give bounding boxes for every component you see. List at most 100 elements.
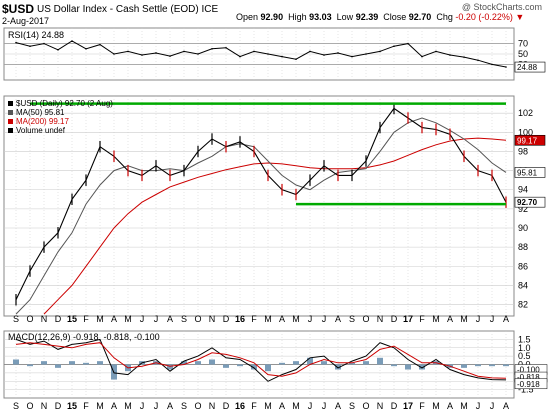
rsi-point-15 [225,46,227,49]
quote-date: 2-Aug-2017 [2,16,50,26]
rsi-last-value-box [514,61,546,73]
x-tick-label-0-16: 16 [235,314,245,324]
x-tick-label-0-17: F [251,314,257,324]
pane-1-y-tick-label-3: 88 [518,242,528,252]
chg-label: Chg [436,12,453,22]
pane-2-y-tick-label-2: 0.5 [518,351,531,361]
rsi-point-19 [281,55,283,58]
legend-swatch-3 [8,128,13,133]
x-tick-label-1-2: N [41,401,48,411]
x-tick-label-1-22: J [322,401,327,411]
x-tick-label-1-32: M [460,401,468,411]
macd-histogram-bar-19 [279,362,285,365]
macd-histogram-bar-20 [293,361,299,365]
x-tick-label-1-5: F [83,401,89,411]
x-tick-label-0-15: D [223,314,230,324]
rsi-point-14 [211,48,213,50]
rsi-point-2 [43,42,45,45]
rsi-point-30 [435,50,437,53]
legend-entry-0: $USD (Daily) 92.70 (2 Aug) [16,99,113,108]
quote-bar: Open 92.90 High 93.03 Low 92.39 Close 92… [236,12,524,22]
rsi-point-22 [323,54,325,56]
rsi-point-18 [267,53,269,55]
macd-histogram-bar-35 [503,364,509,367]
pane-1-y-tick-label-8: 98 [518,146,528,156]
rsi-point-24 [351,55,353,58]
x-tick-label-1-12: S [181,401,187,411]
close-value: 92.70 [408,12,432,22]
x-tick-label-0-23: A [335,314,341,324]
legend-swatch-2 [8,119,13,124]
macd-histogram-bar-16 [237,364,243,367]
macd-histogram-bar-13 [195,361,201,365]
x-tick-label-0-22: J [322,314,327,324]
rsi-point-29 [421,55,423,58]
rsi-point-20 [295,58,297,60]
macd-histogram-bar-18 [265,364,271,372]
macd-histogram-bar-2 [41,361,47,365]
x-tick-label-1-18: M [264,401,272,411]
x-tick-label-0-26: N [377,314,384,324]
rsi-point-35 [505,66,507,68]
x-tick-label-1-8: M [124,401,132,411]
x-tick-label-0-12: S [181,314,187,324]
legend-swatch-0 [8,101,13,106]
x-tick-label-1-23: A [335,401,341,411]
x-tick-label-0-2: N [41,314,48,324]
price-last-value-label-ma200: 99.17 [517,136,538,145]
x-tick-label-1-25: O [362,401,369,411]
pane-1-y-tick-label-5: 92 [518,204,528,214]
x-tick-label-0-31: A [447,314,453,324]
x-tick-label-1-20: M [292,401,300,411]
x-tick-label-0-21: J [308,314,313,324]
x-tick-label-1-14: N [209,401,216,411]
macd-last-value-label-signal: -0.818 [517,373,540,382]
ma50-line [15,117,507,315]
macd-histogram-bar-4 [69,361,75,365]
x-tick-label-1-19: A [279,401,285,411]
x-tick-label-0-4: 15 [67,314,77,324]
rsi-point-17 [253,50,255,53]
rsi-point-28 [407,42,409,45]
rsi-point-11 [169,55,171,57]
x-tick-label-0-34: J [490,314,495,324]
macd-histogram-bar-29 [419,364,425,370]
rsi-point-21 [309,50,311,53]
pane-2-y-tick-label-6: -1.5 [518,385,534,395]
x-tick-label-0-13: O [194,314,201,324]
macd-histogram-bar-17 [251,364,257,370]
macd-histogram-bar-3 [55,364,61,368]
x-tick-label-1-26: N [377,401,384,411]
low-value: 92.39 [355,12,379,22]
rsi-point-13 [197,53,199,55]
x-tick-label-0-14: N [209,314,216,324]
macd-histogram-bar-24 [349,362,355,365]
legend-entry-2: MA(200) 99.17 [16,117,69,126]
x-tick-label-1-24: S [349,401,355,411]
index-name: US Dollar Index - Cash Settle (EOD) ICE [37,4,218,15]
symbol-title: $USD [2,2,35,16]
rsi-point-7 [113,53,115,55]
x-tick-label-1-31: A [447,401,453,411]
rsi-point-6 [99,43,101,46]
rsi-point-9 [141,54,143,56]
x-tick-label-0-18: M [264,314,272,324]
macd-histogram-bar-6 [97,361,103,365]
rsi-point-16 [239,55,241,58]
price-last-value-box-ma200 [514,134,546,146]
pane-1-y-tick-label-0: 82 [518,300,528,310]
pane-1-y-tick-label-1: 84 [518,280,528,290]
rsi-point-34 [491,63,493,66]
macd-histogram-bar-34 [489,364,495,367]
x-tick-label-1-15: D [223,401,230,411]
rsi-point-12 [183,50,185,53]
macd-histogram-bar-15 [223,364,229,368]
rsi-point-33 [477,59,479,62]
macd-histogram-bar-21 [307,357,313,365]
legend-entry-3: Volume undef [16,126,66,135]
macd-last-value-box-macd [514,378,548,390]
x-tick-label-1-0: S [13,401,19,411]
x-tick-label-1-34: J [490,401,495,411]
low-label: Low [336,12,354,22]
